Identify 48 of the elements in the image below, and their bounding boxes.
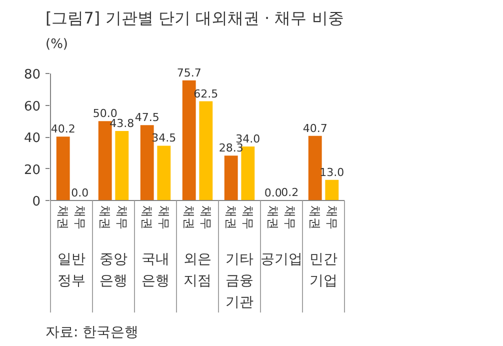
text: 채권 — [224, 206, 238, 230]
text: 자료: 한국은행 — [46, 324, 139, 340]
data-label: 50.0 — [92, 107, 118, 120]
text: 채권 — [98, 206, 112, 230]
bar — [182, 80, 196, 200]
data-label: 40.2 — [50, 122, 76, 136]
text: 채무 — [114, 206, 129, 230]
bar — [157, 146, 171, 200]
y-tick-label: 60 — [24, 99, 41, 114]
bar — [325, 180, 339, 200]
text: 채권 — [182, 206, 196, 230]
y-axis-title: (%) — [46, 37, 68, 52]
x-tick-label: 공기업 — [260, 250, 302, 266]
bar — [224, 156, 238, 200]
text: 채권 — [56, 206, 70, 230]
data-label: 47.5 — [134, 111, 160, 124]
x-tick-label: 외은 지점 — [184, 250, 212, 288]
chart-title: [그림7] 기관별 단기 대외채권 · 채무 비중 — [46, 8, 344, 28]
text: 채무 — [324, 206, 339, 230]
y-tick-label: 80 — [24, 68, 41, 82]
bar — [308, 136, 322, 200]
bar — [98, 121, 112, 200]
data-label: 0.2 — [281, 186, 299, 200]
bar — [115, 130, 129, 200]
data-label: 0.0 — [71, 186, 89, 200]
text: 채권 — [308, 206, 322, 230]
bar — [241, 146, 255, 200]
text: 채무 — [156, 206, 171, 230]
bar — [56, 136, 70, 200]
text: 채무 — [72, 206, 87, 230]
text: 채권 — [266, 206, 280, 230]
bar — [199, 101, 213, 200]
x-tick-label: 국내 은행 — [142, 250, 170, 288]
y-tick-label: 20 — [24, 162, 41, 178]
text: 채무 — [282, 206, 297, 230]
y-tick-label: 40 — [24, 131, 41, 146]
y-tick-label: 0 — [32, 194, 41, 210]
data-label: 75.7 — [176, 66, 202, 80]
x-tick-label: 기타 금융 기관 — [226, 250, 254, 310]
text: 채권 — [140, 206, 154, 230]
text: 채무 — [240, 206, 255, 230]
x-tick-label: 민간 기업 — [310, 250, 338, 288]
x-tick-label: 중앙 은행 — [100, 250, 128, 288]
x-tick-label: 일반 정부 — [58, 250, 86, 288]
bar — [140, 125, 154, 200]
data-label: 0.0 — [264, 186, 282, 200]
text: 채무 — [198, 206, 213, 230]
data-label: 40.7 — [302, 122, 328, 135]
